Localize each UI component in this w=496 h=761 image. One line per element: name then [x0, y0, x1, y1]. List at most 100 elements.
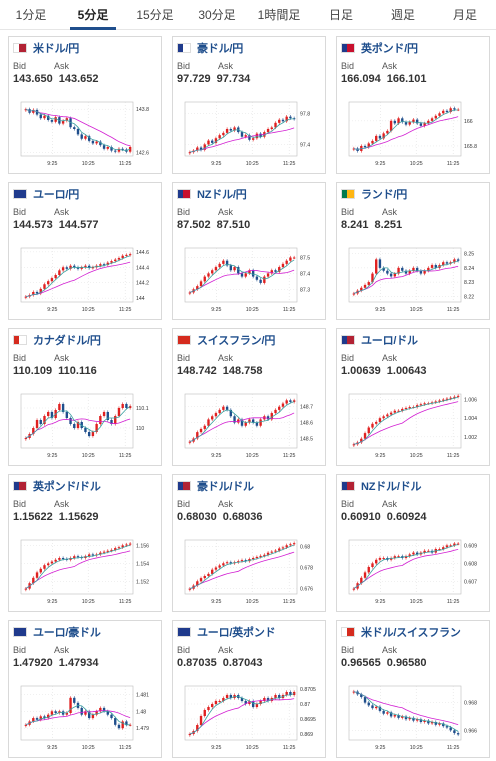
currency-card[interactable]: 英ポンド/円 Bid Ask 166.094 166.101 166 165.8 9:25 10… [336, 36, 490, 174]
price-chart[interactable]: 0.968 0.966 9:25 10:25 11:25 [343, 682, 485, 752]
candle-body [248, 135, 251, 140]
currency-card[interactable]: ユーロ/豪ドル Bid Ask 1.47920 1.47934 1.481 1.48 1.47… [8, 620, 162, 758]
currency-card[interactable]: ランド/円 Bid Ask 8.241 8.251 8.25 8.24 8.23 8.22 9:2… [336, 182, 490, 320]
candle-body [80, 707, 83, 715]
price-chart[interactable]: 97.8 97.4 9:25 10:25 11:25 [179, 98, 321, 168]
price-chart[interactable]: 87.5 87.4 87.3 9:25 10:25 11:25 [179, 244, 321, 314]
candle-body [196, 432, 199, 439]
candle-body [360, 438, 363, 443]
pair-link[interactable]: 英ポンド/ドル [33, 481, 101, 493]
price-chart[interactable]: 110.1 110 9:25 10:25 11:25 [15, 390, 157, 460]
chart-svg: 1.156 1.154 1.152 9:25 10:25 11:25 [20, 539, 149, 605]
tab-5[interactable]: 日足 [328, 8, 353, 22]
pair-link[interactable]: NZドル/ドル [361, 481, 422, 493]
ma-fast-line [25, 406, 131, 439]
pair-link[interactable]: ユーロ/英ポンド [197, 627, 276, 639]
chart-svg: 0.68 0.678 0.676 9:25 10:25 11:25 [184, 539, 313, 605]
ask-label: Ask [54, 207, 70, 217]
currency-card[interactable]: NZドル/円 Bid Ask 87.502 87.510 87.5 87.4 87.3 9:25… [172, 182, 326, 320]
pair-link[interactable]: カナダドル/円 [33, 335, 101, 347]
pair-link[interactable]: ユーロ/円 [33, 189, 80, 201]
candle-body [445, 110, 449, 113]
currency-card[interactable]: 豪ドル/ドル Bid Ask 0.68030 0.68036 0.68 0.678 0.676… [172, 474, 326, 612]
pair-link[interactable]: NZドル/円 [197, 189, 247, 201]
candle-body [393, 273, 397, 277]
candle-body [39, 716, 42, 720]
price-chart[interactable]: 8.25 8.24 8.23 8.22 9:25 10:25 11:25 [343, 244, 485, 314]
currency-card[interactable]: ユーロ/ドル Bid Ask 1.00639 1.00643 1.006 1.004 1.00… [336, 328, 490, 466]
currency-card[interactable]: 英ポンド/ドル Bid Ask 1.15622 1.15629 1.156 1.154 1.1… [8, 474, 162, 612]
price-chart[interactable]: 0.609 0.608 0.607 9:25 10:25 11:25 [343, 536, 485, 606]
pair-link[interactable]: 米ドル/スイスフラン [361, 627, 461, 639]
pair-link[interactable]: スイスフラン/円 [197, 335, 276, 347]
candle-body [278, 406, 281, 410]
price-chart[interactable]: 0.8705 0.87 0.8695 0.869 9:25 10:25 11:25 [179, 682, 321, 752]
price-chart[interactable]: 1.156 1.154 1.152 9:25 10:25 11:25 [15, 536, 157, 606]
tab-7[interactable]: 月足 [452, 8, 477, 22]
currency-card[interactable]: NZドル/ドル Bid Ask 0.60910 0.60924 0.609 0.608 0.6… [336, 474, 490, 612]
flag-icon [13, 481, 27, 491]
price-chart[interactable]: 166 165.8 9:25 10:25 11:25 [343, 98, 485, 168]
candle-body [251, 270, 255, 277]
card-header: 豪ドル/ドル [177, 479, 254, 493]
candle-body [207, 273, 210, 277]
tab-1[interactable]: 5分足 [62, 0, 124, 30]
pair-link[interactable]: 米ドル/円 [33, 43, 80, 55]
ask-label: Ask [382, 645, 398, 655]
y-tick-label: 87.4 [300, 271, 310, 277]
price-chart[interactable]: 1.481 1.48 1.479 9:25 10:25 11:25 [15, 682, 157, 752]
quote-values: 97.729 97.734 [177, 73, 323, 85]
bid-label: Bid [177, 645, 191, 655]
tab-3[interactable]: 30分足 [198, 8, 236, 22]
y-tick-label: 1.002 [464, 435, 477, 441]
candle-body [434, 265, 437, 268]
candle-body [382, 267, 385, 271]
candle-body [73, 697, 76, 703]
price-chart[interactable]: 143.8 142.6 9:25 10:25 11:25 [15, 98, 157, 168]
price-chart[interactable]: 1.006 1.004 1.002 9:25 10:25 11:25 [343, 390, 485, 460]
candle-body [266, 129, 270, 133]
pair-link[interactable]: ユーロ/ドル [361, 335, 418, 347]
pair-link[interactable]: 豪ドル/ドル [197, 481, 254, 493]
currency-card[interactable]: カナダドル/円 Bid Ask 110.109 110.116 110.1 110 9:25 1… [8, 328, 162, 466]
tab-6[interactable]: 週足 [390, 8, 415, 22]
ask-value: 144.577 [58, 219, 99, 231]
pair-link[interactable]: ランド/円 [361, 189, 408, 201]
candle-body [50, 278, 54, 282]
candle-body [375, 135, 378, 141]
price-chart[interactable]: 144.6 144.4 144.2 144 9:25 10:25 11:25 [15, 244, 157, 314]
candle-body [393, 410, 397, 413]
price-chart[interactable]: 0.68 0.678 0.676 9:25 10:25 11:25 [179, 536, 321, 606]
candle-body [91, 714, 95, 719]
candle-body [43, 284, 46, 289]
pair-link[interactable]: 豪ドル/円 [197, 43, 244, 55]
quote-values: 1.47920 1.47934 [13, 657, 159, 669]
tab-4[interactable]: 1時間足 [257, 8, 301, 22]
ma-slow-line [25, 550, 131, 589]
candle-body [415, 119, 419, 124]
currency-card[interactable]: スイスフラン/円 Bid Ask 148.742 148.758 148.7 148.6 14… [172, 328, 326, 466]
tab-0[interactable]: 1分足 [15, 8, 47, 22]
candle-body [375, 421, 378, 424]
pair-link[interactable]: ユーロ/豪ドル [33, 627, 101, 639]
candle-body [240, 273, 244, 277]
x-tick-label: 11:25 [119, 745, 132, 751]
currency-card[interactable]: ユーロ/英ポンド Bid Ask 0.87035 0.87043 0.8705 0.87 0.… [172, 620, 326, 758]
candle-body [371, 563, 374, 567]
candle-body [404, 407, 408, 409]
tab-2[interactable]: 15分足 [136, 8, 174, 22]
currency-card[interactable]: 米ドル/スイスフラン Bid Ask 0.96565 0.96580 0.968 0.966… [336, 620, 490, 758]
y-tick-label: 148.6 [300, 421, 313, 427]
pair-link[interactable]: 英ポンド/円 [361, 43, 418, 55]
candle-body [117, 148, 121, 152]
currency-card[interactable]: ユーロ/円 Bid Ask 144.573 144.577 144.6 144.4 144.2… [8, 182, 162, 320]
ma-slow-line [189, 412, 295, 443]
ask-label: Ask [218, 499, 234, 509]
price-chart[interactable]: 148.7 148.6 148.5 9:25 10:25 11:25 [179, 390, 321, 460]
currency-card[interactable]: 米ドル/円 Bid Ask 143.650 143.652 143.8 142.6 9:25 1… [8, 36, 162, 174]
currency-card[interactable]: 豪ドル/円 Bid Ask 97.729 97.734 97.8 97.4 9:25 10:25… [172, 36, 326, 174]
candle-body [237, 419, 240, 423]
candle-body [456, 259, 460, 261]
x-tick-label: 10:25 [410, 307, 423, 313]
ask-label: Ask [382, 353, 398, 363]
